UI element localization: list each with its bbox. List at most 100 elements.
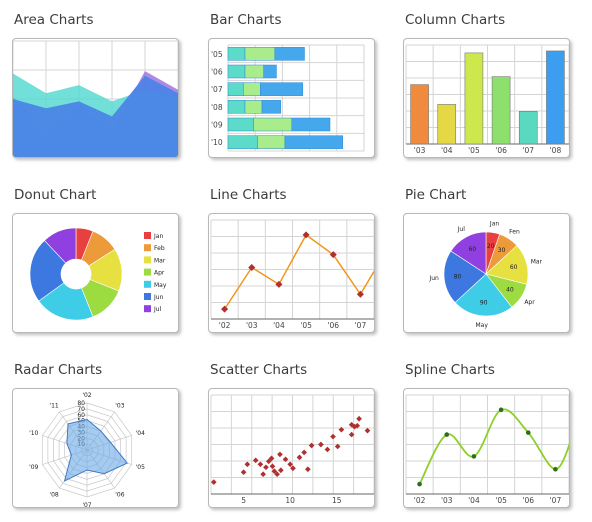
radar-category-label: '02 [82, 392, 91, 399]
donut-legend-label: May [154, 282, 167, 289]
scatter-point [244, 461, 251, 468]
radar-chart-svg: '02'03'04'05'06'07'08'09'10'111020304050… [29, 392, 145, 507]
bar-segment [227, 100, 246, 114]
bar-charts-title[interactable]: Bar Charts [210, 12, 282, 28]
column-bar [491, 76, 511, 145]
spline-charts-title[interactable]: Spline Charts [405, 362, 495, 378]
gallery-item-area[interactable]: Area Charts [12, 12, 197, 172]
line-chart-thumbnail[interactable]: '02 '03 '04 '05 '06 '07 [208, 213, 375, 333]
spline-x-label: '05 [495, 496, 507, 505]
scatter-point [263, 464, 269, 471]
radar-category-label: '08 [49, 491, 58, 498]
spline-x-label: '07 [550, 496, 562, 505]
spline-chart-thumbnail[interactable]: '02 '03 '04 '05 '06 '07 [403, 388, 570, 508]
spline-x-label: '03 [441, 496, 453, 505]
line-x-label: '06 [327, 321, 339, 330]
spline-marker [471, 454, 477, 459]
donut-legend-swatch [144, 244, 151, 252]
area-chart-svg [13, 40, 178, 157]
bar-category-label: '09 [211, 121, 223, 130]
scatter-point [287, 461, 293, 468]
radar-category-label: '05 [136, 464, 145, 471]
scatter-point [296, 454, 303, 461]
line-marker [275, 280, 283, 288]
column-category-label: '03 [414, 146, 426, 155]
spline-marker [444, 432, 450, 437]
donut-chart-svg: Jan Feb Mar Apr May Jun Jul [29, 227, 167, 321]
donut-legend-swatch [144, 305, 151, 313]
gallery-item-donut[interactable]: Donut Chart Jan Feb Mar Apr May Jun Jul [12, 187, 197, 347]
spline-marker [417, 481, 422, 487]
area-chart-thumbnail[interactable] [12, 38, 179, 158]
bar-segment [227, 64, 246, 79]
scatter-charts-title[interactable]: Scatter Charts [210, 362, 308, 378]
gallery-item-bar[interactable]: Bar Charts '05 '06 '07 '08 '09 '10 [208, 12, 393, 172]
donut-legend-label: Jan [153, 233, 163, 240]
pie-value-label: 20 [487, 243, 495, 250]
gallery-item-pie[interactable]: Pie Chart 20 Jan 30 Fen 60 Mar 40 Apr 90 May 80 Jun… [403, 187, 588, 347]
scatter-chart-thumbnail[interactable]: 5 10 15 [208, 388, 375, 508]
bar-segment [227, 117, 254, 132]
line-chart-svg: '02 '03 '04 '05 '06 '07 [210, 219, 374, 330]
line-x-label: '03 [246, 321, 258, 330]
column-category-label: '04 [441, 146, 453, 155]
bar-segment [227, 47, 246, 61]
pie-category-label: Jun [428, 275, 439, 282]
bar-segment [257, 135, 286, 149]
gallery-item-radar[interactable]: Radar Charts '02 '03 '04 '05 '06 '07 '08 '09 '10… [12, 362, 197, 522]
area-charts-title[interactable]: Area Charts [14, 12, 94, 28]
area-series-2 [13, 75, 178, 157]
scatter-point [240, 469, 247, 476]
pie-category-label: Mar [531, 258, 543, 265]
spline-marker [553, 466, 558, 472]
gallery-item-column[interactable]: Column Charts '03 '04 '05 '06 '07 '08 [403, 12, 588, 172]
column-chart-thumbnail[interactable]: '03 '04 '05 '06 '07 '08 [403, 38, 570, 158]
bar-category-label: '07 [211, 85, 223, 94]
radar-category-label: '06 [115, 491, 124, 498]
line-x-label: '05 [300, 321, 312, 330]
radar-category-label: '09 [29, 464, 38, 471]
scatter-point [260, 471, 266, 478]
pie-category-label: Apr [524, 299, 535, 306]
spline-x-label: '04 [468, 496, 480, 505]
column-category-label: '06 [495, 146, 507, 155]
radar-category-label: '07 [82, 502, 91, 507]
donut-chart-title[interactable]: Donut Chart [14, 187, 97, 203]
spline-series [418, 408, 569, 485]
line-marker [329, 251, 337, 259]
pie-chart-thumbnail[interactable]: 20 Jan 30 Fen 60 Mar 40 Apr 90 May 80 Jun 60 Jul [403, 213, 570, 333]
bar-segment [227, 135, 258, 149]
bar-segment [244, 100, 263, 114]
pie-slice [443, 250, 487, 303]
radar-charts-title[interactable]: Radar Charts [14, 362, 103, 378]
scatter-point [271, 468, 278, 475]
bar-segment [291, 117, 331, 132]
pie-value-label: 80 [454, 273, 462, 280]
line-charts-title[interactable]: Line Charts [210, 187, 287, 203]
scatter-point [274, 471, 280, 478]
bar-segment [260, 82, 304, 96]
pie-category-label: Jul [457, 226, 466, 233]
radar-chart-thumbnail[interactable]: '02'03'04'05'06'07'08'09'10'111020304050… [12, 388, 179, 508]
bar-segment [263, 64, 277, 79]
donut-legend-label: Feb [154, 245, 165, 252]
scatter-point [265, 458, 272, 465]
scatter-point [268, 455, 275, 462]
bar-chart-thumbnail[interactable]: '05 '06 '07 '08 '09 '10 [208, 38, 375, 158]
pie-chart-title[interactable]: Pie Chart [405, 187, 467, 203]
donut-chart-thumbnail[interactable]: Jan Feb Mar Apr May Jun Jul [12, 213, 179, 333]
column-charts-title[interactable]: Column Charts [405, 12, 506, 28]
donut-legend-label: Jul [153, 306, 162, 313]
scatter-point [210, 479, 217, 485]
gallery-item-spline[interactable]: Spline Charts '02 '03 '04 '05 '06 '07 [403, 362, 588, 522]
donut-legend-label: Apr [154, 270, 165, 277]
line-x-label: '04 [273, 321, 285, 330]
donut-legend-label: Mar [154, 257, 166, 264]
gallery-item-line[interactable]: Line Charts '02 '03 '04 '05 '06 '07 [208, 187, 393, 347]
pie-value-label: 60 [469, 246, 477, 253]
column-category-label: '05 [468, 146, 480, 155]
gallery-item-scatter[interactable]: Scatter Charts 5 10 15 [208, 362, 393, 522]
spline-marker [498, 407, 504, 413]
column-bar [410, 84, 429, 145]
spline-x-label: '06 [522, 496, 534, 505]
